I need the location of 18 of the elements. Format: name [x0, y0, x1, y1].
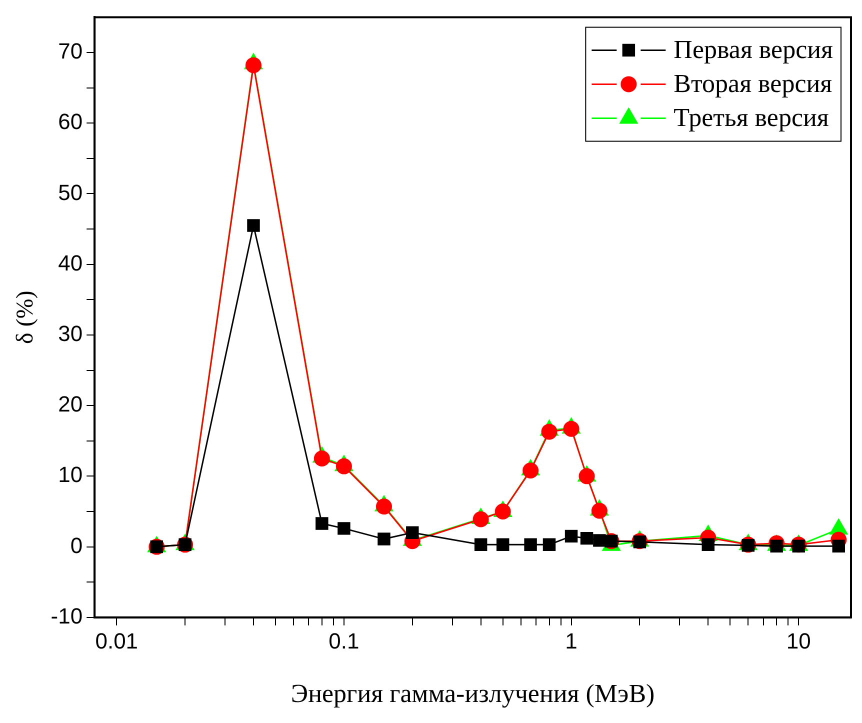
- y-tick-label: 40: [58, 250, 83, 276]
- x-tick-label: 1: [565, 628, 578, 654]
- x-tick-label: 0.01: [95, 628, 138, 654]
- x-axis-title: Энергия гамма-излучения (МэВ): [290, 679, 655, 708]
- y-tick-label: 60: [58, 109, 83, 134]
- y-tick-label: 30: [58, 321, 83, 346]
- y-tick-label: 0: [70, 532, 83, 558]
- y-tick-label: 10: [58, 462, 83, 488]
- x-tick-label: 10: [786, 628, 811, 654]
- x-tick-label: 0.1: [328, 628, 360, 654]
- y-tick-label: 50: [58, 180, 83, 205]
- y-axis-title: δ (%): [12, 290, 39, 344]
- y-tick-label: -10: [50, 603, 83, 628]
- legend-label: Первая версия: [674, 35, 834, 64]
- legend-label: Вторая версия: [674, 69, 832, 98]
- y-tick-label: 20: [58, 392, 83, 417]
- y-tick-label: 70: [58, 38, 83, 64]
- legend-label: Третья версия: [674, 103, 829, 132]
